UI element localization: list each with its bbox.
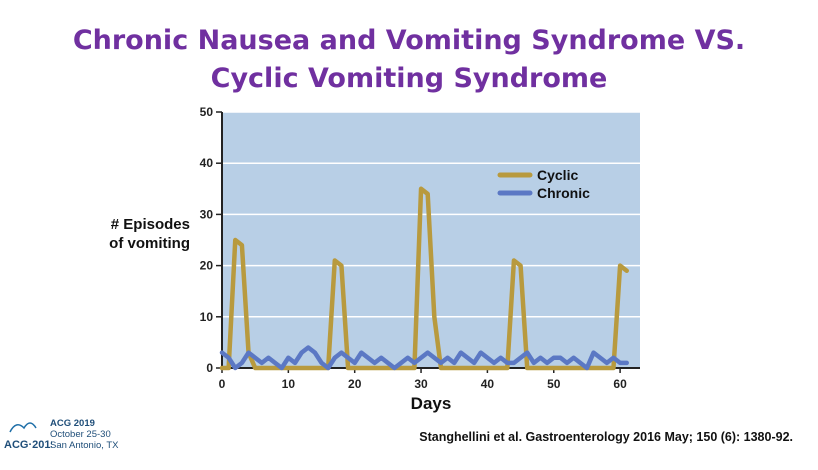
y-tick-label: 30 — [200, 207, 214, 221]
y-axis-label-line: of vomiting — [109, 235, 190, 252]
acg-logo: ACG·2019 — [2, 414, 152, 464]
legend-label-chronic: Chronic — [537, 185, 590, 201]
y-axis-label: # Episodes of vomiting — [109, 216, 190, 252]
logo-line-1: ACG 2019 — [50, 418, 95, 429]
y-tick-label: 0 — [206, 361, 213, 375]
y-tick-label: 20 — [200, 259, 214, 273]
logo-line-2: October 25-30 — [50, 429, 111, 440]
logo-badge-text: ACG·2019 — [4, 439, 52, 451]
legend: Cyclic Chronic — [497, 167, 590, 201]
x-tick-label: 0 — [219, 377, 226, 391]
series-line-chronic — [219, 345, 629, 371]
legend-label-cyclic: Cyclic — [537, 167, 578, 183]
x-axis-label: Days — [411, 394, 452, 413]
y-tick-label: 40 — [200, 156, 214, 170]
y-tick-label: 50 — [200, 105, 214, 119]
x-tick-label: 10 — [282, 377, 296, 391]
acg-badge-icon: ACG·2019 — [4, 422, 57, 451]
y-axis-label-line: # Episodes — [111, 216, 190, 233]
x-tick-label: 50 — [547, 377, 561, 391]
x-tick-label: 20 — [348, 377, 362, 391]
citation: Stanghellini et al. Gastroenterology 201… — [419, 430, 793, 444]
logo-text: ACG 2019 October 25-30 San Antonio, TX — [50, 418, 119, 451]
x-tick-label: 60 — [613, 377, 627, 391]
title-line-1: Chronic Nausea and Vomiting Syndrome VS. — [72, 25, 746, 56]
x-tick-label: 30 — [414, 377, 428, 391]
y-tick-label: 10 — [200, 310, 214, 324]
logo-line-3: San Antonio, TX — [50, 440, 119, 451]
x-tick-label: 40 — [481, 377, 495, 391]
slide-title: Chronic Nausea and Vomiting Syndrome VS.… — [0, 22, 818, 98]
title-line-2: Cyclic Vomiting Syndrome — [210, 63, 608, 94]
